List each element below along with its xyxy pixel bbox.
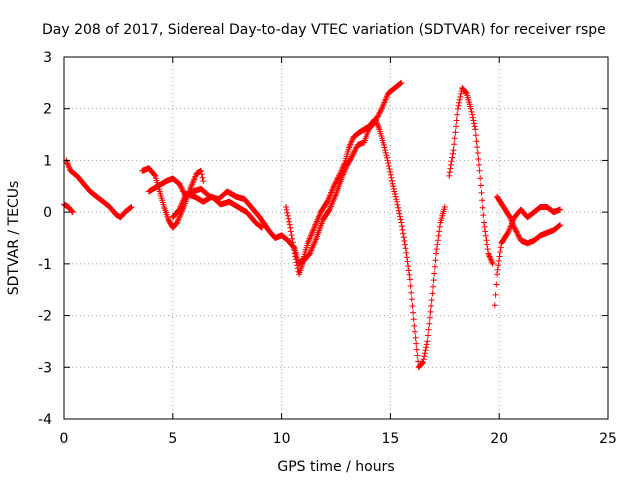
series-trace-a	[61, 201, 76, 216]
y-tick-label: -1	[38, 257, 52, 273]
x-axis-label: GPS time / hours	[277, 459, 394, 475]
plot-frame	[63, 56, 609, 420]
series-markers	[283, 79, 405, 278]
grid	[64, 57, 608, 419]
series-markers	[494, 193, 564, 247]
x-tick-label: 25	[599, 431, 617, 447]
series-trace-f	[283, 79, 405, 278]
series-trace-i	[494, 193, 564, 247]
series-trace-h	[491, 204, 564, 309]
y-tick-label: 0	[43, 205, 52, 221]
data-series	[61, 79, 564, 371]
series-markers	[491, 204, 564, 309]
series-trace-d	[145, 116, 448, 371]
y-axis-label: SDTVAR / TECUs	[6, 181, 22, 296]
series-markers	[169, 191, 265, 231]
x-tick-label: 5	[168, 431, 177, 447]
series-markers	[145, 116, 448, 371]
y-tick-label: 3	[43, 50, 52, 66]
y-tick-label: -3	[38, 360, 52, 376]
x-tick-label: 15	[381, 431, 399, 447]
y-tick-label: 2	[43, 102, 52, 118]
y-tick-label: -2	[38, 309, 52, 325]
x-tick-label: 10	[273, 431, 291, 447]
y-tick-label: -4	[38, 412, 52, 428]
x-tick-label: 0	[60, 431, 69, 447]
chart-title: Day 208 of 2017, Sidereal Day-to-day VTE…	[42, 22, 606, 38]
series-markers	[446, 85, 496, 267]
x-tick-label: 20	[490, 431, 508, 447]
series-markers	[61, 201, 76, 216]
y-tick-label: 1	[43, 153, 52, 169]
series-trace-g	[446, 85, 496, 267]
series-trace-e	[169, 191, 265, 231]
